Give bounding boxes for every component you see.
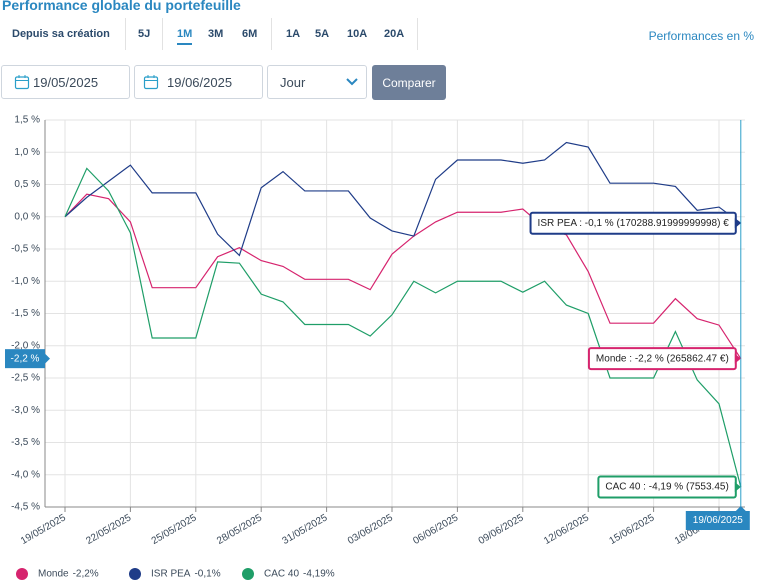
x-tick-label: 15/06/2025 [608, 512, 657, 547]
y-tick-label: -4,0 % [11, 469, 40, 480]
separator [162, 18, 163, 50]
period-tab[interactable]: 10A [347, 28, 368, 40]
x-tick-label: 06/06/2025 [411, 512, 460, 547]
period-tab[interactable]: 5J [138, 28, 151, 40]
tooltip-arrow [734, 218, 741, 229]
cursor-y-label: -2,2 % [11, 353, 40, 364]
cursor-y-box [5, 349, 45, 369]
legend-value: -2,2% [73, 569, 99, 580]
separator [271, 18, 272, 50]
cursor-x-box [685, 511, 750, 530]
tooltip: Monde : -2,2 % (265862.47 €) [587, 347, 741, 371]
x-tick-label: 25/05/2025 [150, 512, 199, 547]
period-tab[interactable]: 1A [286, 28, 301, 40]
period-tab[interactable]: 1M [177, 28, 193, 45]
x-tick-label: 12/06/2025 [542, 512, 591, 547]
y-tick-label: -1,5 % [11, 308, 40, 319]
separator [125, 18, 126, 50]
legend-value: -0,1% [194, 569, 220, 580]
calendar-icon [14, 75, 30, 90]
y-tick-label: -3,5 % [11, 437, 40, 448]
x-tick-label: 03/06/2025 [346, 512, 395, 547]
separator [417, 18, 418, 50]
period-tab[interactable]: 20A [384, 28, 405, 40]
series-line [64, 167, 742, 488]
tooltip-text: ISR PEA : -0,1 % (170288.91999999998) € [538, 218, 730, 229]
legend-value: -4,19% [303, 569, 335, 580]
x-tick-label: 19/05/2025 [19, 512, 68, 547]
period-tab[interactable]: 3M [208, 28, 224, 40]
start-date-input[interactable]: 19/05/2025 [1, 65, 130, 99]
tooltip: ISR PEA : -0,1 % (170288.91999999998) € [529, 211, 741, 235]
chevron [346, 78, 358, 86]
y-tick-label: -2,0 % [11, 340, 40, 351]
x-tick-label: 22/05/2025 [84, 512, 133, 547]
x-tick-label: 31/05/2025 [281, 512, 330, 547]
y-tick-label: -0,5 % [11, 244, 40, 255]
cursor-x-arrow [735, 506, 746, 511]
tooltip: CAC 40 : -4,19 % (7553.45) [597, 475, 741, 499]
y-tick-label: -4,5 % [11, 502, 40, 513]
legend-swatch [129, 568, 141, 580]
tooltip-text: CAC 40 : -4,19 % (7553.45) [605, 482, 728, 493]
tooltip-arrow [734, 482, 741, 493]
x-tick-label: 09/06/2025 [477, 512, 526, 547]
end-date-input[interactable]: 19/06/2025 [134, 65, 263, 99]
y-tick-label: 0,5 % [14, 179, 40, 190]
granularity-select[interactable]: Jour [267, 65, 367, 99]
y-tick-label: 0,0 % [14, 211, 40, 222]
series-line [64, 193, 742, 359]
legend-swatch [242, 568, 254, 580]
cursor-x-label: 19/06/2025 [693, 515, 743, 526]
y-tick-label: 1,0 % [14, 147, 40, 158]
y-tick-label: -2,5 % [11, 373, 40, 384]
period-tab[interactable]: 6M [242, 28, 258, 40]
legend-name: CAC 40 [264, 569, 299, 580]
end-date: 19/06/2025 [167, 74, 233, 90]
period-tab[interactable]: 5A [315, 28, 330, 40]
compare-button[interactable]: Comparer [372, 65, 446, 100]
tooltip-arrow [734, 353, 741, 364]
period-tab[interactable]: Depuis sa création [12, 28, 110, 40]
y-tick-label: -1,0 % [11, 276, 40, 287]
x-tick-label: 28/05/2025 [215, 512, 264, 547]
page-title: Performance globale du portefeuille [2, 0, 241, 13]
legend-name: Monde [38, 569, 69, 580]
start-date: 19/05/2025 [33, 74, 99, 90]
legend-swatch [16, 568, 28, 580]
unit-label: Performances en % [648, 29, 754, 43]
y-tick-label: -3,0 % [11, 405, 40, 416]
y-tick-label: 1,5 % [14, 115, 40, 126]
calendar-icon [143, 75, 159, 90]
granularity: Jour [280, 74, 306, 90]
series-line [64, 141, 742, 257]
tooltip-text: Monde : -2,2 % (265862.47 €) [596, 353, 729, 364]
cursor-y-arrow [45, 353, 50, 364]
legend-name: ISR PEA [151, 569, 191, 580]
